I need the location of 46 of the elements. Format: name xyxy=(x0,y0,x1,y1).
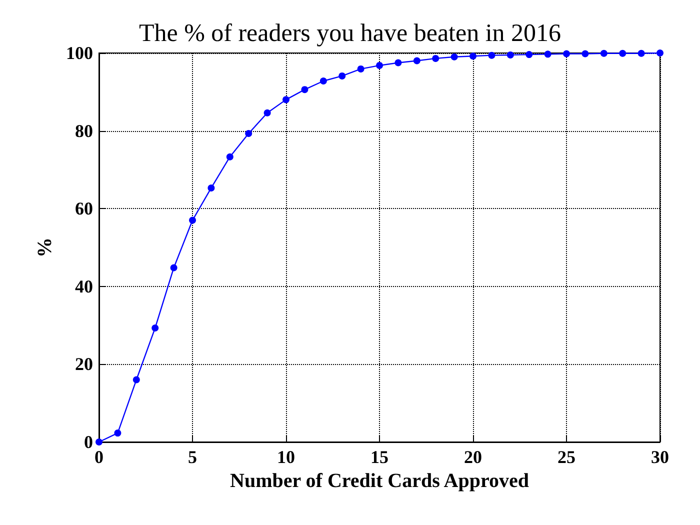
point xyxy=(282,96,290,104)
x-tick-label: 25 xyxy=(558,447,576,467)
x-tick-label: 30 xyxy=(651,447,669,467)
point xyxy=(301,86,308,94)
y-tick-label: 100 xyxy=(66,43,93,63)
y-tick-label: 80 xyxy=(75,120,93,141)
x-tick-label: 15 xyxy=(370,447,388,467)
point xyxy=(245,130,252,138)
x-axis-title: Number of Credit Cards Approved xyxy=(230,470,529,492)
point xyxy=(152,324,159,332)
point xyxy=(170,264,178,272)
point xyxy=(413,57,420,64)
point xyxy=(600,50,608,57)
point xyxy=(619,50,626,57)
point xyxy=(357,65,364,72)
point xyxy=(450,53,458,60)
point xyxy=(189,216,196,224)
y-tick-label: 0 xyxy=(84,432,93,452)
point xyxy=(432,54,440,62)
point xyxy=(470,52,476,60)
point xyxy=(208,184,215,192)
point xyxy=(338,72,346,80)
point xyxy=(582,50,589,58)
point xyxy=(264,109,271,116)
point xyxy=(544,50,552,58)
point xyxy=(114,430,122,437)
point xyxy=(320,78,327,85)
point xyxy=(638,50,645,57)
y-axis-title: % xyxy=(34,238,56,258)
chart-title: The % of readers you have beaten in 2016 xyxy=(138,20,562,47)
y-tick-label: 60 xyxy=(75,198,93,219)
x-tick-label: 5 xyxy=(188,447,197,467)
x-tick-label: 10 xyxy=(277,447,295,467)
point xyxy=(563,50,570,58)
y-tick-label: 40 xyxy=(75,276,93,296)
point xyxy=(394,59,402,66)
x-tick-label: 20 xyxy=(464,447,482,467)
point xyxy=(132,376,140,384)
point xyxy=(376,62,383,69)
point xyxy=(526,51,533,58)
point xyxy=(656,50,664,56)
point xyxy=(226,153,234,160)
point xyxy=(506,51,514,58)
point xyxy=(488,52,496,59)
point xyxy=(96,438,102,446)
y-tick-label: 20 xyxy=(75,354,93,374)
